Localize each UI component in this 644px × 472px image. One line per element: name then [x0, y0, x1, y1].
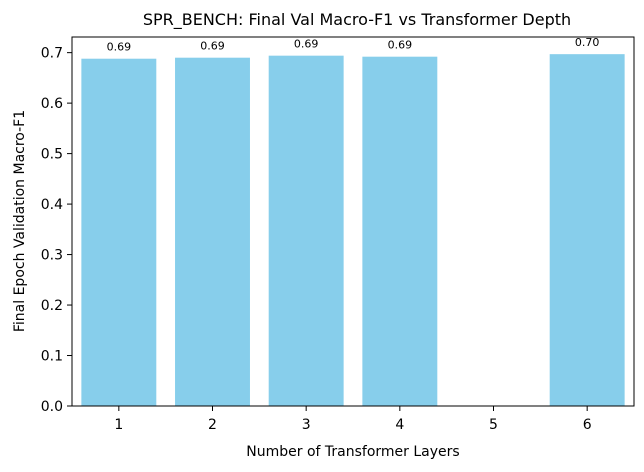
y-tick-label-7: 0.7 — [41, 46, 63, 62]
bar-6 — [549, 54, 625, 407]
plot-frame — [71, 36, 635, 407]
x-tick-label-5: 5 — [489, 417, 498, 433]
x-tick-label-1: 1 — [114, 417, 123, 433]
x-tick-label-3: 3 — [302, 417, 311, 433]
bar-4 — [362, 56, 438, 406]
data-label-3: 0.69 — [294, 38, 319, 51]
bars-group — [81, 54, 625, 407]
y-tick-label-5: 0.5 — [41, 147, 63, 163]
data-label-4: 0.69 — [388, 39, 413, 52]
data-label-1: 0.69 — [107, 41, 132, 54]
y-tick-label-3: 0.3 — [41, 248, 63, 264]
x-tick-label-2: 2 — [208, 417, 217, 433]
y-tick-label-6: 0.6 — [41, 96, 63, 112]
y-tick-label-0: 0.0 — [41, 399, 63, 415]
x-tick-label-6: 6 — [583, 417, 592, 433]
x-axis-label: Number of Transformer Layers — [246, 444, 459, 460]
y-tick-label-1: 0.1 — [41, 349, 63, 365]
bar-1 — [81, 58, 157, 407]
x-tick-label-4: 4 — [395, 417, 404, 433]
y-tick-label-4: 0.4 — [41, 197, 63, 213]
data-labels-group: 0.69 0.69 0.69 0.69 0.70 — [107, 36, 600, 54]
bar-3 — [268, 55, 344, 406]
y-tick-label-2: 0.2 — [41, 298, 63, 314]
data-label-2: 0.69 — [200, 40, 225, 53]
data-label-6: 0.70 — [575, 36, 600, 49]
y-axis-label: Final Epoch Validation Macro-F1 — [12, 110, 28, 332]
chart-title: SPR_BENCH: Final Val Macro-F1 vs Transfo… — [143, 10, 571, 30]
y-axis-ticks: 0.0 0.1 0.2 0.3 0.4 0.5 0.6 0.7 — [41, 46, 72, 415]
bar-2 — [175, 57, 250, 406]
x-axis-ticks: 1 2 3 4 5 6 — [114, 406, 592, 433]
